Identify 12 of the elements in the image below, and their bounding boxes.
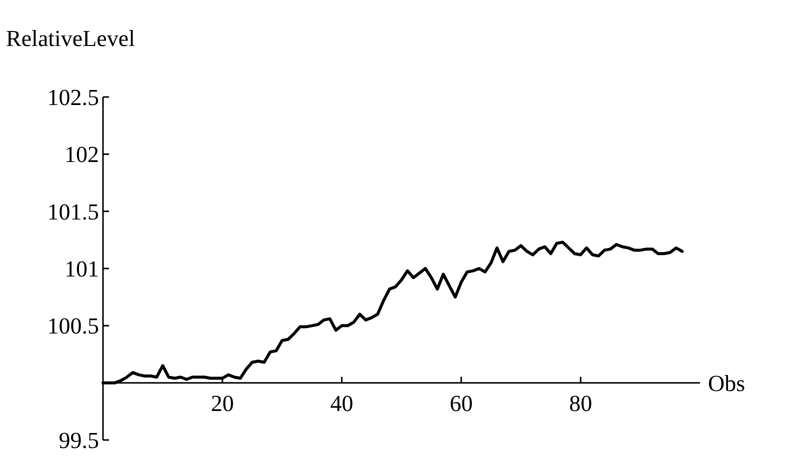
y-tick-label: 101 — [64, 256, 99, 282]
y-tick-label: 102 — [64, 142, 99, 168]
y-tick-label: 101.5 — [47, 199, 99, 224]
y-axis-title: RelativeLevel — [6, 26, 135, 51]
y-tick-label: 102.5 — [47, 85, 99, 110]
x-tick-label: 80 — [569, 390, 592, 416]
x-axis-title: Obs — [708, 370, 746, 396]
x-tick-label: 20 — [210, 390, 234, 416]
y-tick-label: 99.5 — [58, 428, 99, 454]
y-tick-label: 100.5 — [47, 314, 99, 339]
x-tick-label: 60 — [450, 390, 473, 416]
x-tick-label: 40 — [330, 390, 354, 416]
